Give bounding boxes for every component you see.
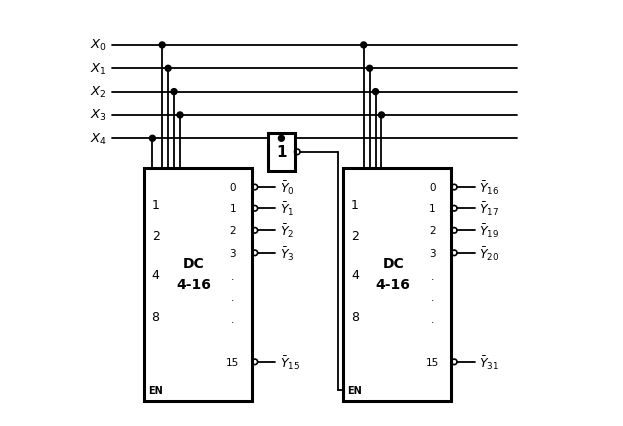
Circle shape <box>177 113 183 118</box>
Text: 2: 2 <box>429 226 435 236</box>
Bar <box>144 169 252 401</box>
Text: $\bar{Y}_2$: $\bar{Y}_2$ <box>280 222 294 239</box>
Text: 15: 15 <box>426 357 439 367</box>
Text: DC: DC <box>183 256 204 271</box>
Bar <box>343 169 452 401</box>
Text: .: . <box>231 314 234 324</box>
Bar <box>269 133 295 172</box>
Text: 8: 8 <box>351 310 359 323</box>
Text: 0: 0 <box>229 183 236 193</box>
Circle shape <box>165 66 171 72</box>
Text: $\bar{Y}_{20}$: $\bar{Y}_{20}$ <box>479 245 500 262</box>
Text: 2: 2 <box>229 226 236 236</box>
Text: EN: EN <box>148 386 163 395</box>
Text: .: . <box>430 271 434 282</box>
Text: DC: DC <box>383 256 404 271</box>
Text: 1: 1 <box>429 204 435 214</box>
Text: $\bar{Y}_1$: $\bar{Y}_1$ <box>280 200 294 218</box>
Circle shape <box>373 89 379 95</box>
Text: 3: 3 <box>229 248 236 258</box>
Circle shape <box>171 89 177 95</box>
Text: .: . <box>430 293 434 302</box>
Text: $X_{3}$: $X_{3}$ <box>90 108 107 123</box>
Text: $\bar{Y}_3$: $\bar{Y}_3$ <box>280 245 294 262</box>
Circle shape <box>278 136 284 142</box>
Text: .: . <box>430 314 434 324</box>
Text: $\bar{Y}_{31}$: $\bar{Y}_{31}$ <box>479 353 499 371</box>
Circle shape <box>361 43 367 49</box>
Text: $X_{0}$: $X_{0}$ <box>90 38 107 53</box>
Text: 1: 1 <box>351 198 359 211</box>
Text: $\bar{Y}_{16}$: $\bar{Y}_{16}$ <box>479 179 500 196</box>
Text: 2: 2 <box>151 230 159 243</box>
Text: 3: 3 <box>429 248 435 258</box>
Text: $\bar{Y}_{19}$: $\bar{Y}_{19}$ <box>479 222 499 239</box>
Text: $\bar{Y}_{15}$: $\bar{Y}_{15}$ <box>280 353 300 371</box>
Text: 4: 4 <box>151 268 159 281</box>
Text: .: . <box>231 271 234 282</box>
Text: 4: 4 <box>351 268 359 281</box>
Text: $X_{2}$: $X_{2}$ <box>90 85 107 100</box>
Text: 1: 1 <box>229 204 236 214</box>
Circle shape <box>379 113 384 118</box>
Text: 1: 1 <box>151 198 159 211</box>
Text: $\bar{Y}_0$: $\bar{Y}_0$ <box>280 179 295 196</box>
Text: 0: 0 <box>429 183 435 193</box>
Circle shape <box>150 136 155 142</box>
Text: EN: EN <box>348 386 363 395</box>
Text: 2: 2 <box>351 230 359 243</box>
Text: 15: 15 <box>226 357 239 367</box>
Text: .: . <box>231 293 234 302</box>
Text: $\bar{Y}_{17}$: $\bar{Y}_{17}$ <box>479 200 499 218</box>
Text: 1: 1 <box>276 145 287 160</box>
Circle shape <box>367 66 373 72</box>
Circle shape <box>159 43 165 49</box>
Text: 4-16: 4-16 <box>376 278 411 291</box>
Text: 8: 8 <box>151 310 159 323</box>
Text: $X_{1}$: $X_{1}$ <box>90 62 107 77</box>
Text: 4-16: 4-16 <box>176 278 211 291</box>
Text: $X_{4}$: $X_{4}$ <box>90 131 107 147</box>
